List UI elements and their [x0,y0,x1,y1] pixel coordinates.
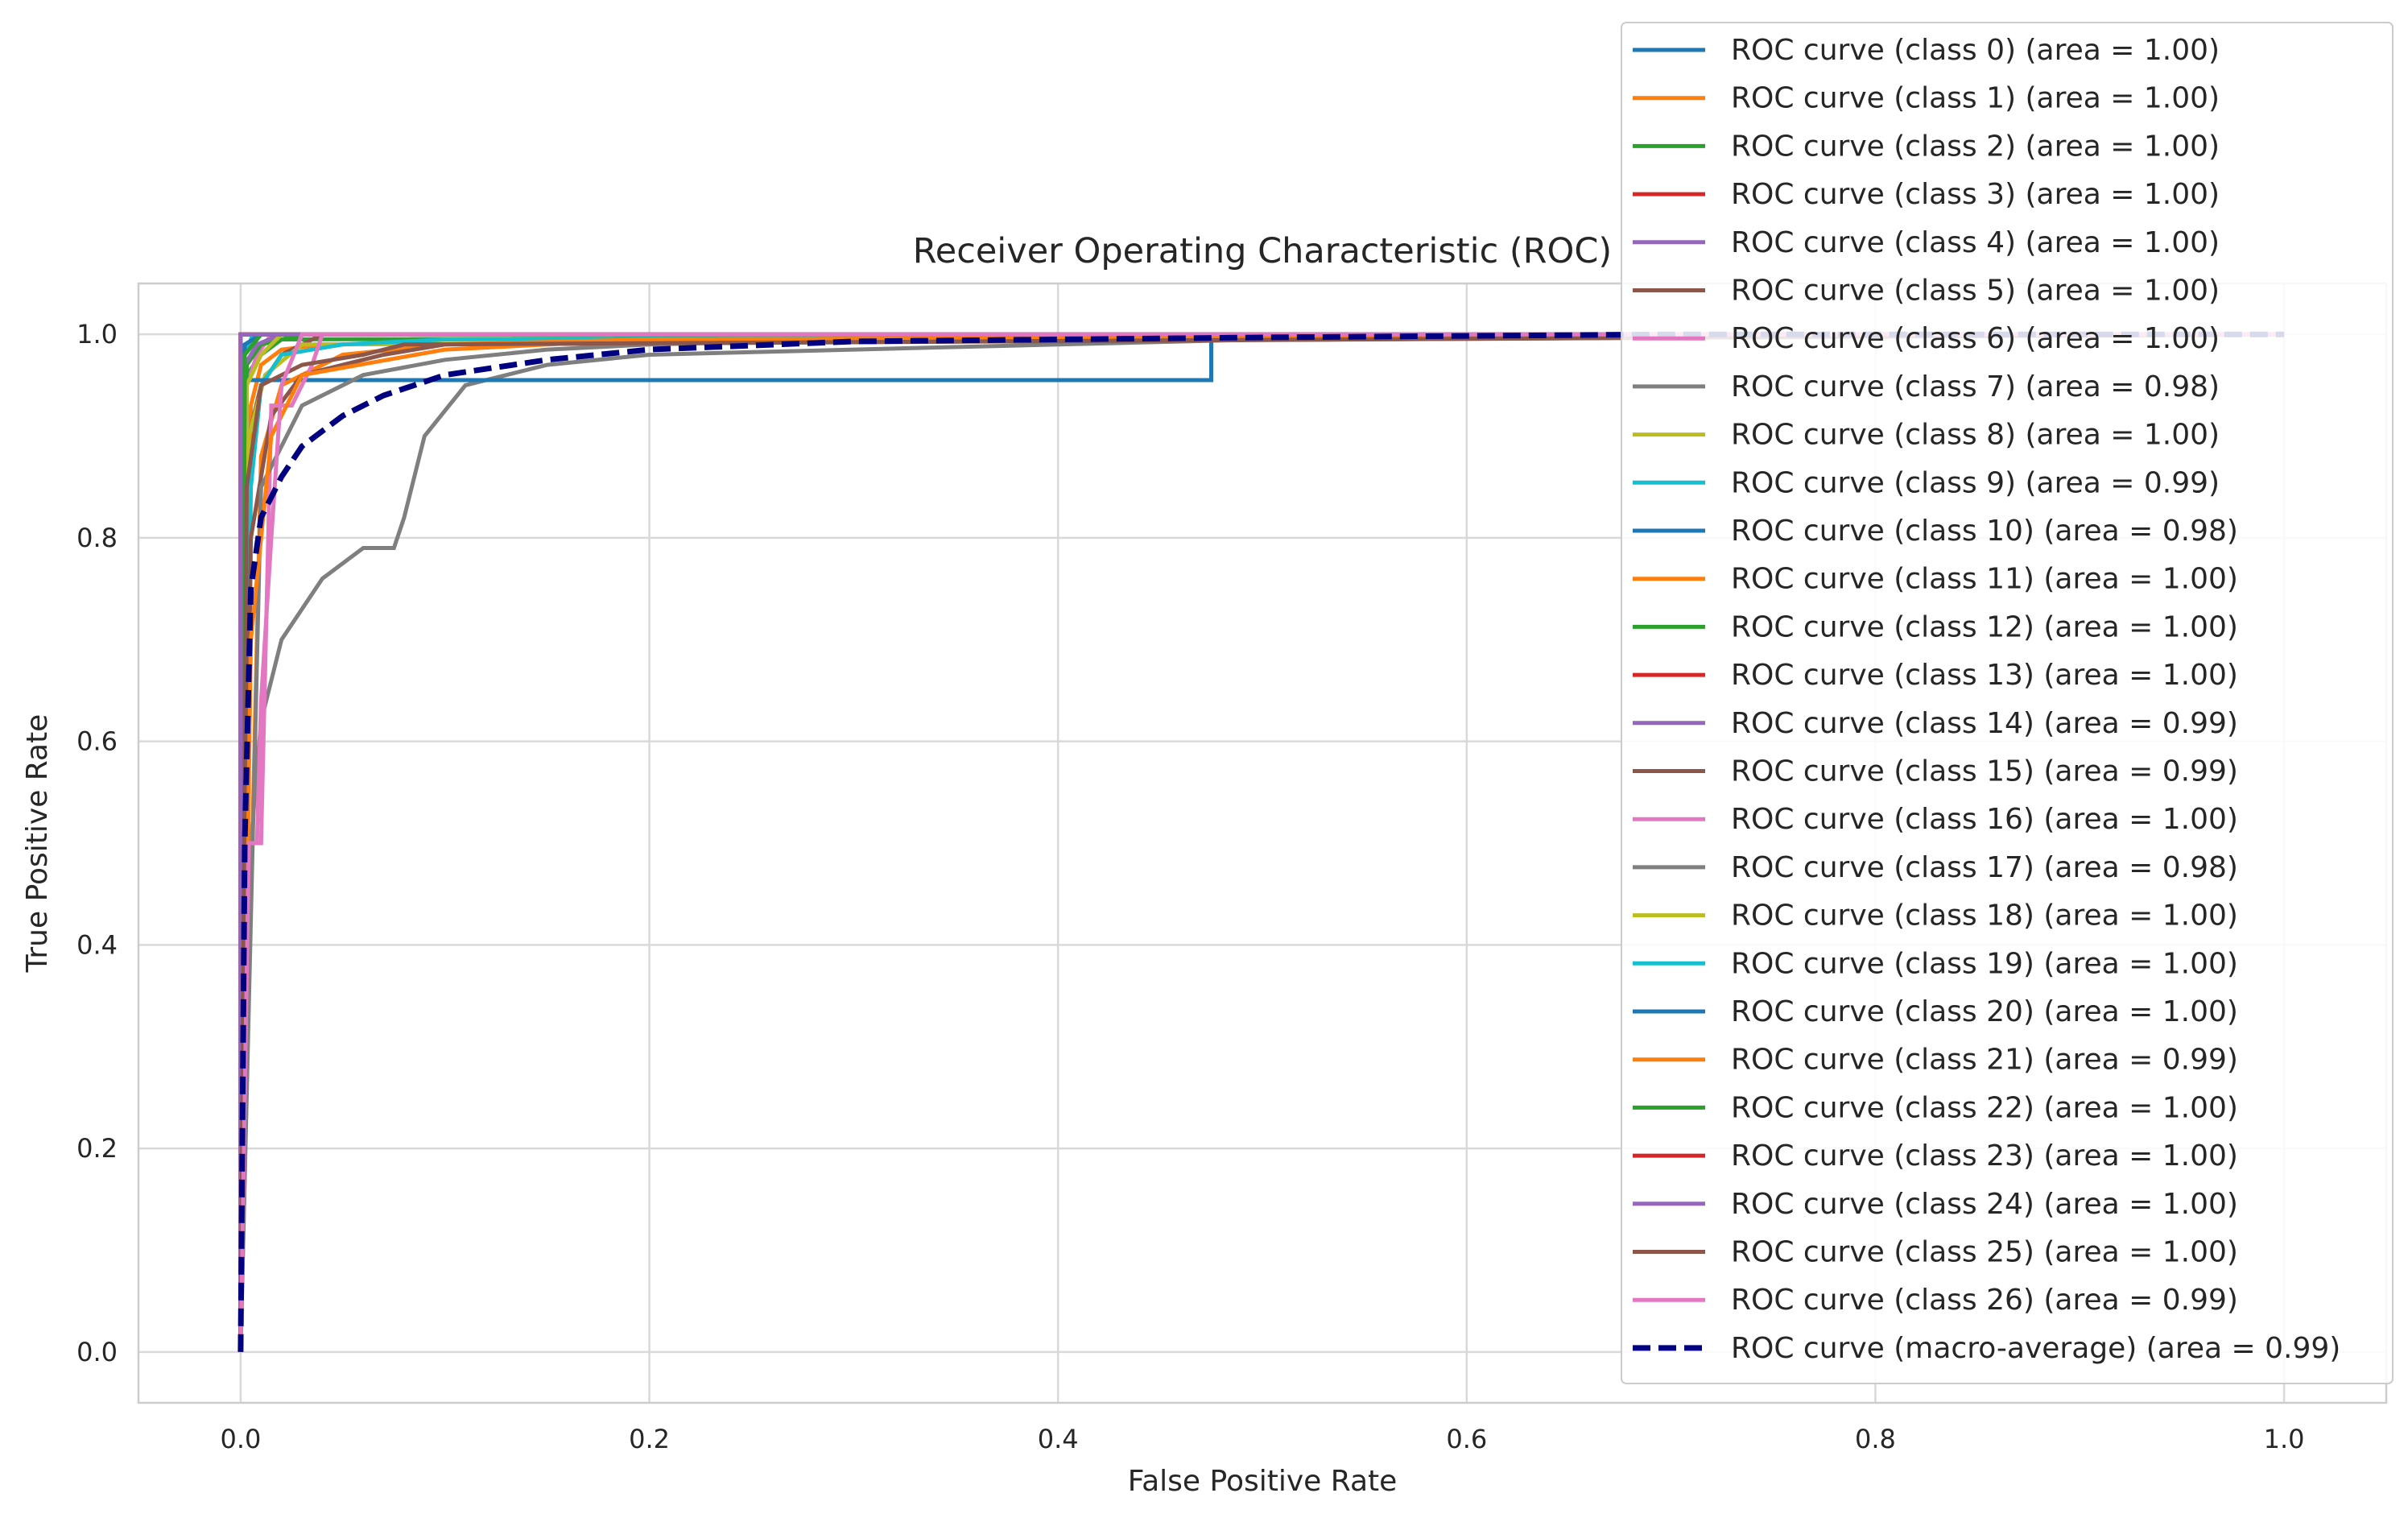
roc-curve-class-25 [238,332,2285,1352]
legend-label: ROC curve (class 7) (area = 0.98) [1731,370,2220,403]
legend-label: ROC curve (class 25) (area = 1.00) [1731,1236,2238,1269]
legend-label: ROC curve (class 18) (area = 1.00) [1731,900,2238,933]
roc-curve-class-26 [238,332,2285,1352]
roc-curve-class-9 [238,332,2285,1352]
legend-label: ROC curve (class 12) (area = 1.00) [1731,610,2238,643]
legend-label: ROC curve (class 14) (area = 0.99) [1731,707,2238,740]
y-tick-label: 1.0 [76,319,118,349]
x-tick-label: 1.0 [2264,1424,2305,1454]
roc-curve-class-7 [238,332,2285,1352]
x-tick-label: 0.0 [220,1424,261,1454]
legend-label: ROC curve (class 23) (area = 1.00) [1731,1139,2238,1173]
legend-label: ROC curve (class 10) (area = 0.98) [1731,515,2238,548]
legend-label: ROC curve (class 19) (area = 1.00) [1731,947,2238,980]
legend-box [1621,22,2394,1384]
legend-label: ROC curve (class 16) (area = 1.00) [1731,803,2238,836]
legend-label: ROC curve (class 4) (area = 1.00) [1731,226,2220,259]
legend-label: ROC curve (class 3) (area = 1.00) [1731,178,2220,211]
legend: ROC curve (class 0) (area = 1.00) ROC cur… [1621,22,2394,1384]
x-tick-label: 0.2 [629,1424,670,1454]
x-tick-label: 0.4 [1038,1424,1079,1454]
legend-label: ROC curve (class 20) (area = 1.00) [1731,995,2238,1028]
y-tick-label: 0.8 [76,523,118,553]
legend-label: ROC curve (class 21) (area = 0.99) [1731,1044,2238,1077]
y-tick-label: 0.4 [76,929,118,960]
macro-average-curve [237,331,2285,1352]
legend-label: ROC curve (class 22) (area = 1.00) [1731,1091,2238,1124]
roc-curves [237,331,2285,1352]
legend-label: ROC curve (class 26) (area = 0.99) [1731,1284,2238,1317]
x-tick-label: 0.8 [1855,1424,1896,1454]
legend-label: ROC curve (class 9) (area = 0.99) [1731,466,2220,499]
x-tick-label: 0.6 [1446,1424,1487,1454]
legend-label: ROC curve (class 13) (area = 1.00) [1731,659,2238,692]
legend-label: ROC curve (class 5) (area = 1.00) [1731,275,2220,308]
y-tick-label: 0.0 [76,1337,118,1367]
legend-label: ROC curve (class 11) (area = 1.00) [1731,563,2238,596]
y-axis-label: True Positive Rate [21,714,54,974]
legend-label: ROC curve (class 1) (area = 1.00) [1731,82,2220,115]
legend-label: ROC curve (class 6) (area = 1.00) [1731,322,2220,355]
legend-label: ROC curve (class 24) (area = 1.00) [1731,1188,2238,1221]
legend-label: ROC curve (class 15) (area = 0.99) [1731,755,2238,788]
legend-label: ROC curve (class 2) (area = 1.00) [1731,130,2220,163]
legend-label: ROC curve (macro-average) (area = 0.99) [1731,1332,2340,1365]
y-tick-label: 0.2 [76,1133,118,1164]
tick-labels: 0.0 0.2 0.4 0.6 0.8 1.0 0.0 0.2 0.4 0.6 0.8 1.0 [76,319,2304,1454]
legend-label: ROC curve (class 8) (area = 1.00) [1731,419,2220,452]
chart-title: Receiver Operating Characteristic (ROC) [913,231,1612,271]
legend-label: ROC curve (class 0) (area = 1.00) [1731,34,2220,67]
y-tick-label: 0.6 [76,726,118,757]
legend-label: ROC curve (class 17) (area = 0.98) [1731,851,2238,884]
x-axis-label: False Positive Rate [1128,1465,1398,1498]
